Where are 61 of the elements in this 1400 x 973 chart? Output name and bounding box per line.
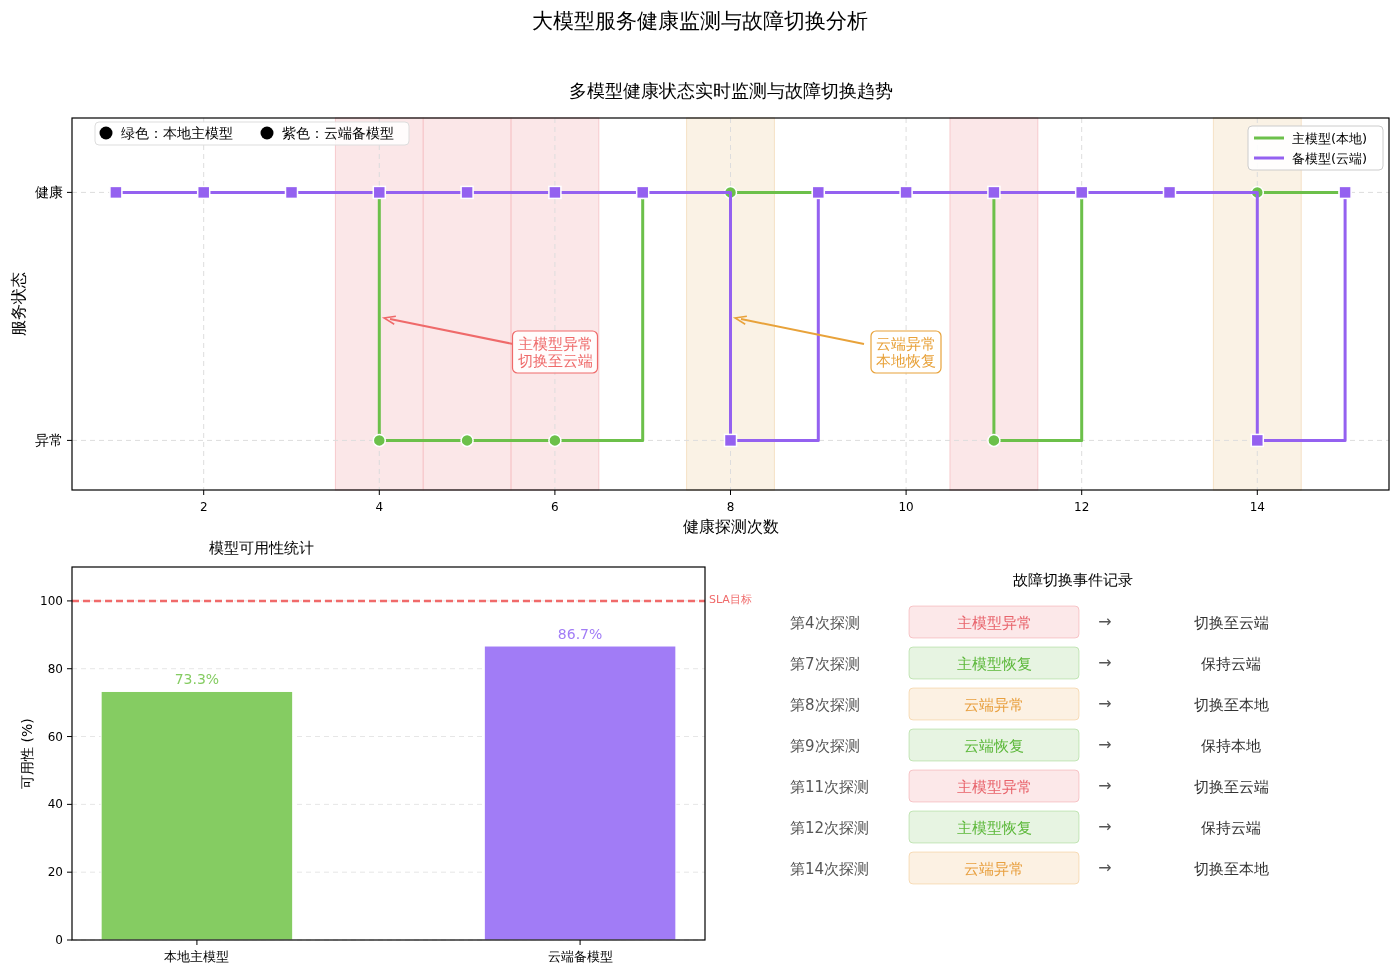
text: 保持本地 — [1201, 737, 1261, 755]
text: 第9次探测 — [790, 737, 860, 755]
text: 保持云端 — [1201, 819, 1261, 837]
text: 云端异常 — [964, 696, 1024, 714]
text: 第8次探测 — [790, 696, 860, 714]
text: → — [1098, 694, 1112, 713]
x-tick-label: 本地主模型 — [164, 949, 230, 964]
x-tick-label: 14 — [1249, 500, 1265, 514]
legend-label: 主模型(本地) — [1292, 131, 1368, 146]
category-label: 健康 — [35, 184, 63, 201]
ref-line-label: SLA目标 — [709, 592, 752, 606]
x-axis-title: 健康探测次数 — [682, 517, 779, 536]
y-tick-label: 40 — [47, 797, 63, 812]
x-tick-label: 4 — [375, 500, 384, 514]
x-tick-label: 8 — [726, 500, 735, 514]
annotation: 云端异常本地恢复 — [876, 334, 936, 370]
text: 切换至云端 — [1193, 614, 1269, 632]
legend-label: 备模型(云端) — [1292, 151, 1368, 166]
text: → — [1098, 858, 1112, 877]
text: 第12次探测 — [790, 819, 870, 837]
annotation: 主模型异常切换至云端 — [517, 334, 593, 370]
text: 主模型恢复 — [956, 655, 1032, 673]
y-axis-title: 可用性 (%) — [19, 718, 35, 789]
text: 绿色：本地主模型 — [121, 125, 233, 141]
chart-title: 大模型服务健康监测与故障切换分析 — [532, 9, 868, 33]
text: 紫色：云端备模型 — [282, 125, 394, 141]
text: 主模型异常 — [956, 778, 1032, 796]
text: 切换至云端 — [1193, 778, 1269, 796]
text: 第14次探测 — [790, 860, 870, 878]
text: → — [1098, 817, 1112, 836]
x-tick-label: 6 — [551, 500, 559, 514]
x-tick-label: 云端备模型 — [547, 949, 613, 964]
text: 主模型恢复 — [956, 819, 1032, 837]
chart-title: 模型可用性统计 — [209, 539, 314, 557]
text: 第11次探测 — [790, 778, 870, 796]
text: 切换至本地 — [1193, 860, 1269, 878]
x-tick-label: 12 — [1074, 500, 1090, 514]
text: 故障切换事件记录 — [1013, 571, 1133, 589]
text: 云端异常 — [964, 860, 1024, 878]
y-axis-title: 服务状态 — [9, 272, 28, 336]
text: 第4次探测 — [790, 614, 860, 632]
data-label: 73.3% — [174, 671, 220, 688]
text: 保持云端 — [1201, 655, 1261, 673]
y-tick-label: 20 — [47, 865, 63, 880]
text: → — [1098, 776, 1112, 795]
text: 第7次探测 — [790, 655, 860, 673]
x-tick-label: 10 — [898, 500, 914, 514]
category-label: 异常 — [35, 432, 63, 449]
x-tick-label: 2 — [199, 500, 208, 514]
text: → — [1098, 612, 1112, 631]
y-tick-label: 80 — [47, 661, 63, 676]
data-label: 86.7% — [557, 626, 603, 643]
y-tick-label: 60 — [47, 729, 63, 744]
text: → — [1098, 653, 1112, 672]
y-tick-label: 0 — [55, 933, 63, 947]
text: 切换至本地 — [1193, 696, 1269, 714]
y-tick-label: 100 — [40, 593, 63, 608]
text: 云端恢复 — [964, 737, 1024, 755]
text: → — [1098, 735, 1112, 754]
text: 主模型异常 — [956, 614, 1032, 632]
chart-subtitle: 多模型健康状态实时监测与故障切换趋势 — [568, 80, 893, 101]
